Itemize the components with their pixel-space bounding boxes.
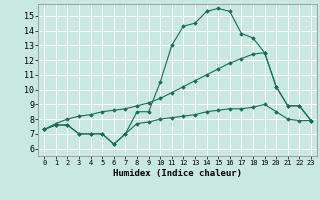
X-axis label: Humidex (Indice chaleur): Humidex (Indice chaleur) [113,169,242,178]
